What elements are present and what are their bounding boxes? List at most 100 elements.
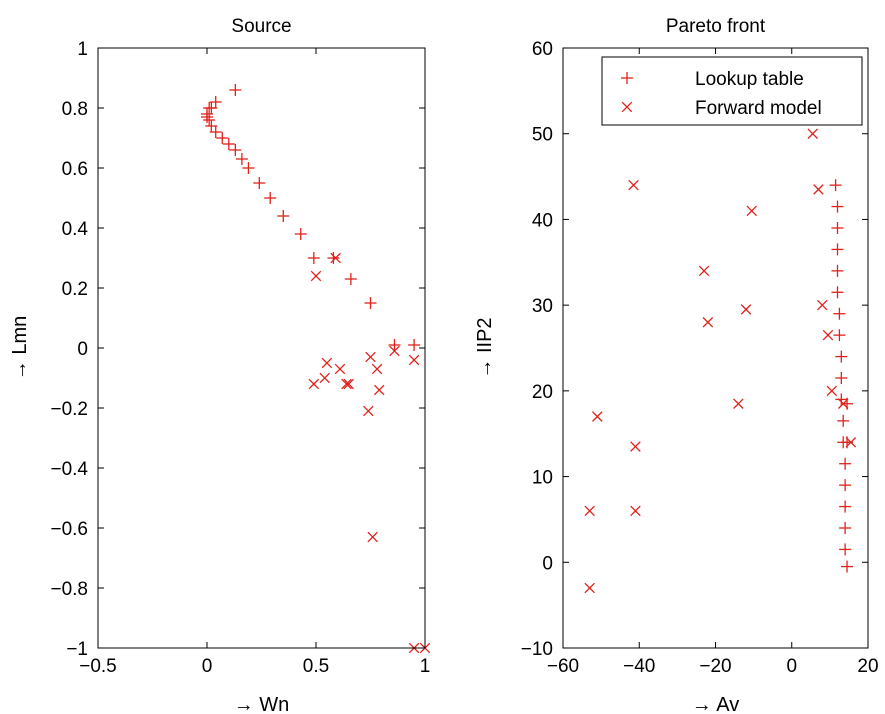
plus-marker [837, 414, 850, 427]
x-marker [702, 317, 714, 328]
x-marker [822, 329, 834, 341]
x-marker [365, 351, 376, 363]
y-tick-label: −10 [521, 639, 553, 660]
x-marker [837, 398, 849, 409]
plus-marker [253, 177, 266, 189]
pareto-y-axis-label: → IIP2 [474, 317, 496, 378]
x-marker [334, 363, 346, 375]
x-marker [816, 299, 828, 311]
x-tick-label: 1 [420, 656, 431, 677]
y-tick-label: 1 [77, 39, 88, 60]
plus-marker [203, 102, 216, 114]
x-tick-label: −60 [547, 656, 579, 677]
x-marker [367, 531, 378, 543]
plus-marker [242, 162, 255, 174]
plus-marker [839, 500, 852, 513]
y-tick-label: −0.2 [50, 399, 88, 420]
plus-marker [831, 200, 844, 213]
source-chart-title: Source [231, 16, 291, 37]
x-marker [330, 252, 341, 264]
pareto-panel: Pareto front → Av → IIP2 −60 −40 −20 0 20 −10… [474, 16, 879, 714]
source-axis-ticks: −0.5 0 0.5 1 −1 −0.8 −0.6 −0.4 −0.2 0 0.2 0.4 0.6 0.8… [50, 39, 430, 677]
y-tick-label: −0.6 [50, 519, 88, 540]
plus-marker [839, 479, 852, 492]
x-tick-label: −20 [699, 656, 731, 677]
x-tick-label: 20 [857, 656, 878, 677]
x-tick-label: 0.5 [303, 656, 329, 677]
plus-marker [264, 192, 277, 204]
y-tick-label: 0 [542, 553, 553, 574]
plus-marker [388, 339, 401, 351]
x-marker [408, 354, 420, 366]
x-marker [343, 378, 354, 390]
plus-marker [229, 84, 242, 96]
plus-marker [216, 132, 229, 144]
pareto-plot-frame [562, 47, 869, 649]
x-marker [363, 405, 374, 417]
x-marker [630, 441, 641, 452]
pareto-chart-title: Pareto front [666, 16, 766, 37]
source-panel: Source → Wn → Lmn −0.5 0 0.5 1−1−0.8−0.6−0.… [9, 16, 430, 714]
legend-lookup-table-label: Lookup table [695, 69, 804, 90]
plus-marker [831, 286, 844, 299]
plus-marker [408, 339, 421, 351]
plus-marker [235, 153, 248, 165]
x-marker [584, 505, 595, 517]
x-marker [371, 363, 383, 375]
x-marker [310, 270, 322, 282]
plus-marker [833, 329, 846, 342]
y-tick-label: 0.8 [62, 99, 88, 120]
y-tick-label: 60 [532, 39, 553, 60]
plus-marker [841, 560, 854, 573]
plus-marker [829, 179, 842, 192]
plus-marker [277, 210, 290, 222]
x-marker [308, 378, 320, 390]
x-marker [698, 265, 710, 277]
y-tick-label: 20 [532, 382, 553, 403]
y-tick-label: −1 [66, 639, 88, 660]
pareto-legend: Lookup table Forward model [601, 56, 863, 126]
x-marker [807, 128, 818, 139]
y-tick-label: 40 [532, 210, 553, 231]
y-tick-label: 30 [532, 296, 553, 317]
x-marker [321, 357, 333, 369]
x-marker [845, 437, 857, 448]
x-marker [319, 372, 330, 384]
plus-marker [364, 297, 377, 309]
x-marker [628, 179, 639, 191]
source-markers [201, 84, 431, 654]
plus-marker [831, 264, 844, 277]
pareto-markers [584, 128, 857, 594]
plus-marker [209, 126, 222, 138]
plus-marker [229, 144, 242, 156]
x-marker [746, 205, 757, 217]
x-marker [813, 184, 824, 195]
plus-marker [831, 222, 844, 234]
plus-marker [344, 273, 357, 285]
x-marker [740, 304, 752, 315]
plus-marker [294, 228, 307, 240]
plus-marker [831, 243, 844, 256]
plus-marker [839, 522, 852, 534]
x-marker [341, 378, 352, 390]
source-plot-frame [97, 47, 426, 649]
x-marker [592, 411, 603, 422]
y-tick-label: −0.8 [50, 579, 88, 600]
legend-lookup-table-symbol [621, 72, 633, 84]
x-marker [584, 582, 595, 594]
x-tick-label: −0.5 [79, 656, 117, 677]
x-marker [630, 505, 641, 517]
legend-forward-model-label: Forward model [695, 98, 822, 119]
plus-marker [201, 111, 213, 123]
plus-marker [835, 372, 848, 384]
plus-marker [839, 457, 852, 470]
legend-forward-model-symbol [621, 101, 633, 113]
y-tick-label: 10 [532, 468, 553, 489]
x-marker [826, 385, 838, 397]
y-tick-label: −0.4 [50, 459, 88, 480]
x-tick-label: −40 [623, 656, 655, 677]
legend-box [601, 56, 863, 126]
x-marker [389, 345, 400, 357]
source-x-axis-label: → Wn [234, 694, 290, 714]
